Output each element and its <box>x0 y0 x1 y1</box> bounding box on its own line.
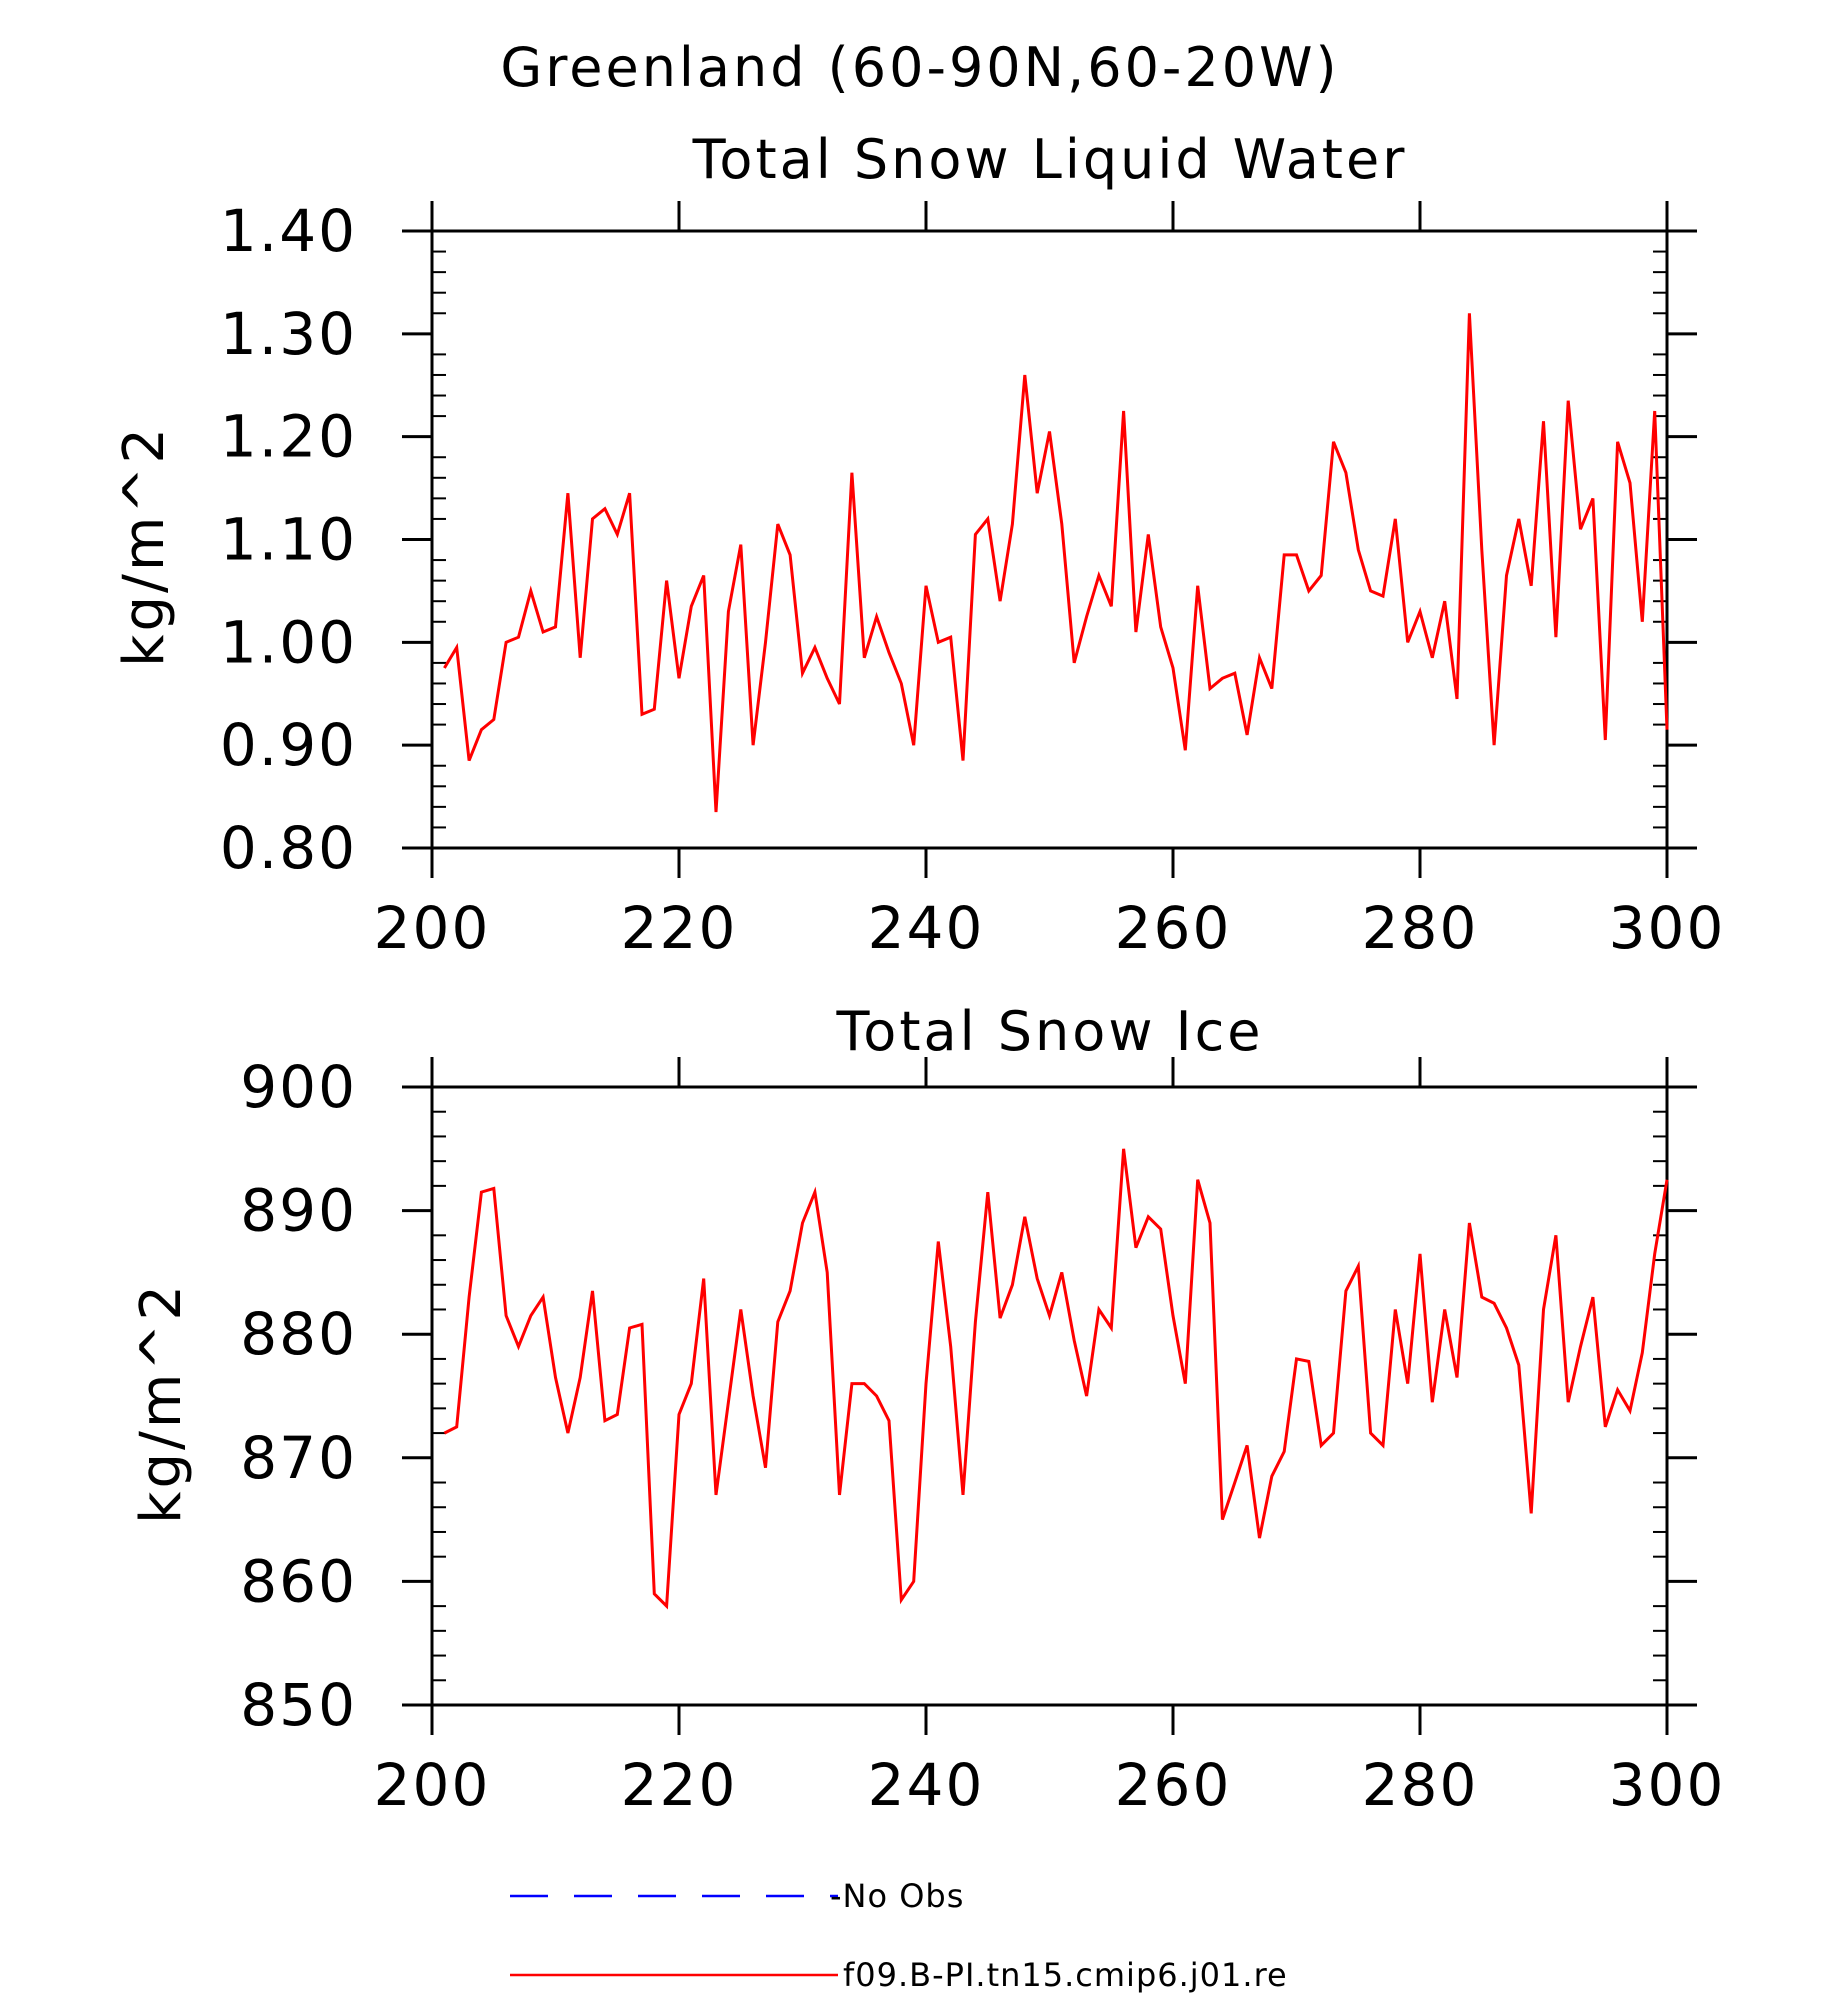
liquid-water-panel: Total Snow Liquid Water kg/m^2 200 220 240… <box>112 128 1726 962</box>
y-tick-label: 860 <box>240 1547 357 1615</box>
x-tick-label: 260 <box>1115 1751 1232 1819</box>
y-tick-label: 880 <box>240 1300 357 1368</box>
x-tick-label: 260 <box>1115 894 1232 962</box>
snow-ice-panel: Total Snow Ice kg/m^2 200 220 240 260 280 300… <box>129 1000 1726 1819</box>
x-tick-label: 220 <box>621 894 738 962</box>
y-tick-label: 0.90 <box>220 711 357 779</box>
x-tick-label: 240 <box>868 1751 985 1819</box>
x-tick-label: 300 <box>1609 1751 1726 1819</box>
plot-frame <box>430 1085 1669 1707</box>
series-line <box>443 1148 1669 1610</box>
x-tick-label: 280 <box>1362 1751 1479 1819</box>
legend-label-obs: -No Obs <box>830 1877 964 1915</box>
figure-title: Greenland (60-90N,60-20W) <box>500 36 1339 99</box>
y-tick-label: 0.80 <box>220 814 357 882</box>
y-tick-label: 890 <box>240 1177 357 1245</box>
y-axis-label: kg/m^2 <box>129 1282 194 1524</box>
legend-label-model: f09.B-PI.tn15.cmip6.j01.re <box>843 1956 1288 1994</box>
x-tick-label: 200 <box>374 894 491 962</box>
panel-title: Total Snow Liquid Water <box>692 128 1408 191</box>
x-tick-label: 240 <box>868 894 985 962</box>
legend: -No Obs f09.B-PI.tn15.cmip6.j01.re <box>510 1877 1288 1994</box>
y-tick-label: 1.20 <box>220 403 357 471</box>
x-tick-label: 300 <box>1609 894 1726 962</box>
y-tick-label: 850 <box>240 1671 357 1739</box>
x-tick-label: 280 <box>1362 894 1479 962</box>
y-tick-label: 900 <box>240 1053 357 1121</box>
y-tick-label: 1.00 <box>220 608 357 676</box>
y-tick-label: 1.40 <box>220 197 357 265</box>
y-tick-label: 870 <box>240 1424 357 1492</box>
panel-title: Total Snow Ice <box>836 1000 1264 1063</box>
series-line <box>443 313 1669 813</box>
y-tick-label: 1.30 <box>220 300 357 368</box>
y-tick-label: 1.10 <box>220 506 357 574</box>
x-tick-label: 220 <box>621 1751 738 1819</box>
y-axis-label: kg/m^2 <box>112 425 177 667</box>
x-tick-label: 200 <box>374 1751 491 1819</box>
